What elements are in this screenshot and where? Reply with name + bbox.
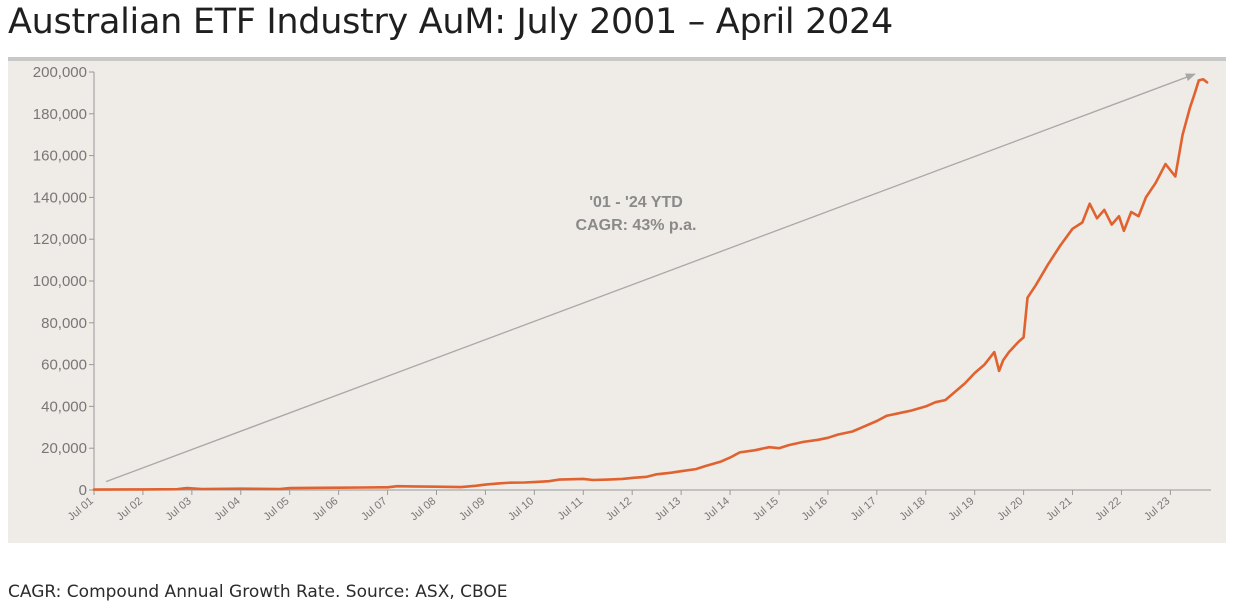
x-tick-label: Jul 16 — [800, 495, 830, 523]
x-tick-label: Jul 01 — [66, 495, 96, 523]
x-tick-label: Jul 05 — [261, 495, 291, 523]
x-tick-label: Jul 12 — [604, 495, 634, 523]
x-tick-label: Jul 20 — [995, 495, 1025, 523]
x-tick-label: Jul 23 — [1142, 495, 1172, 523]
x-tick-label: Jul 14 — [702, 495, 732, 523]
y-tick-label: 160,000 — [33, 148, 87, 165]
y-tick-label: 140,000 — [33, 189, 87, 206]
aum-line-chart: 0 20,000 40,000 60,000 80,000 100,000 120,000 1… — [33, 64, 1211, 523]
y-tick-label: 80,000 — [41, 315, 87, 332]
x-tick-label: Jul 06 — [310, 495, 340, 523]
page-title: Australian ETF Industry AuM: July 2001 –… — [8, 2, 893, 42]
x-tick-label: Jul 03 — [164, 495, 194, 523]
chart-axes — [93, 72, 1211, 491]
annotation-line-2: CAGR: 43% p.a. — [576, 217, 697, 234]
y-tick-label: 180,000 — [33, 106, 87, 123]
x-tick-label: Jul 09 — [457, 495, 487, 523]
y-tick-label: 60,000 — [41, 357, 87, 374]
chart-panel: 0 20,000 40,000 60,000 80,000 100,000 120,000 1… — [8, 57, 1226, 543]
x-axis-ticks: Jul 01 Jul 02 Jul 03 Jul 04 Jul 05 Jul 06 Jul … — [66, 490, 1172, 523]
y-tick-label: 20,000 — [41, 440, 87, 457]
x-tick-label: Jul 15 — [751, 495, 781, 523]
cagr-trend-line — [105, 73, 1196, 483]
x-tick-label: Jul 02 — [115, 495, 145, 523]
x-tick-label: Jul 10 — [506, 495, 536, 523]
x-tick-label: Jul 04 — [213, 495, 243, 523]
x-tick-label: Jul 13 — [653, 495, 683, 523]
y-tick-label: 100,000 — [33, 273, 87, 290]
x-tick-label: Jul 18 — [897, 495, 927, 523]
y-tick-label: 40,000 — [41, 398, 87, 415]
y-axis-ticks: 0 20,000 40,000 60,000 80,000 100,000 120,000 1… — [33, 64, 94, 499]
annotation-line-1: '01 - '24 YTD — [589, 194, 683, 211]
y-tick-label: 200,000 — [33, 64, 87, 81]
aum-series — [92, 77, 1209, 491]
cagr-trend-arrow — [105, 73, 1196, 483]
aum-series-line — [92, 77, 1209, 491]
x-tick-label: Jul 22 — [1093, 495, 1123, 523]
x-tick-label: Jul 07 — [359, 495, 389, 523]
cagr-annotation: '01 - '24 YTD CAGR: 43% p.a. — [576, 194, 697, 234]
x-tick-label: Jul 21 — [1044, 495, 1074, 523]
source-footnote: CAGR: Compound Annual Growth Rate. Sourc… — [8, 582, 508, 602]
x-tick-label: Jul 19 — [946, 495, 976, 523]
x-tick-label: Jul 08 — [408, 495, 438, 523]
y-tick-label: 0 — [79, 482, 87, 499]
x-tick-label: Jul 17 — [849, 495, 879, 523]
x-tick-label: Jul 11 — [556, 495, 586, 523]
y-tick-label: 120,000 — [33, 231, 87, 248]
